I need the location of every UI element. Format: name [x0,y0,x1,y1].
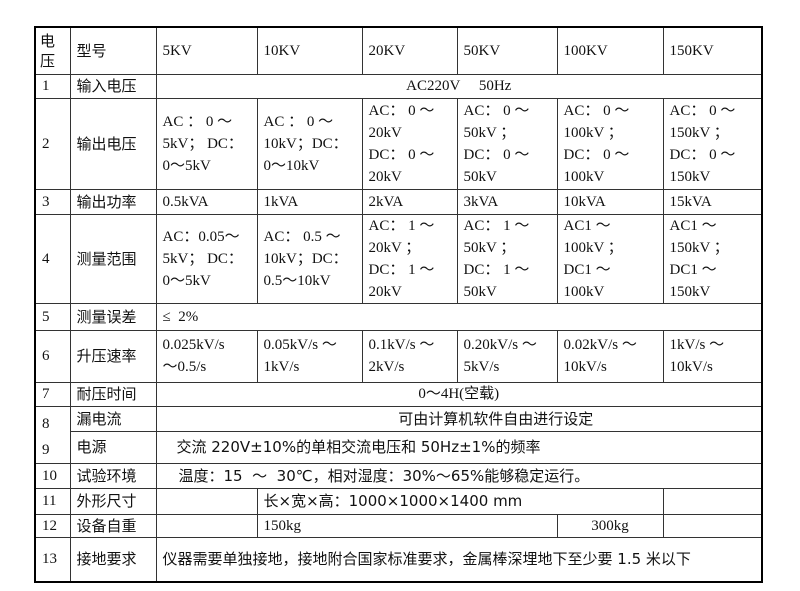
row-number: 8 [42,415,50,432]
row-label: 试验环境 [69,462,157,489]
row-label: 外形尺寸 [69,487,157,515]
row-number: 5 [34,302,71,331]
cell: 0.1kV/s ～ 2kV/s [361,329,458,383]
row-number: 7 [34,381,71,407]
header-model-10kv: 10KV [256,26,363,75]
row-label: 漏电流 [69,405,157,432]
row-label: 电源 [69,430,157,464]
table-row: 11 外形尺寸 长×宽×高：1000×1000×1400 mm [34,487,763,515]
table-row: 12 设备自重 150kg 300kg [34,513,763,538]
header-model-5kv: 5KV [155,26,258,75]
cell: AC： 0 ～ 50kV ； DC： 0 ～ 50kV [456,97,558,190]
table-row: 4 测量范围 AC：0.05～ 5kV； DC： 0～5kV AC： 0.5 ～… [34,213,763,304]
cell: 15kVA [662,188,763,215]
leakage-current-value: 可由计算机软件自由进行设定 [155,405,763,432]
cell: 1kV/s ～ 10kV/s [662,329,763,383]
cell: AC ： 0 ～ 10kV；DC： 0～10kV [256,97,363,190]
empty-cell [155,513,258,538]
table-row: 13 接地要求 仪器需要单独接地，接地附合国家标准要求，金属棒深埋地下至少要 1… [34,536,763,583]
cell: AC：0.05～ 5kV； DC： 0～5kV [155,213,258,304]
row-number: 4 [34,213,71,304]
table-row: 电源 交流 220V±10%的单相交流电压和 50Hz±1%的频率 [35,430,763,464]
cell: AC： 0.5 ～ 10kV；DC： 0.5～10kV [256,213,363,304]
table-row: 1 输入电压 AC220V 50Hz [34,73,763,99]
cell: 0.5kVA [155,188,258,215]
table-row: 2 输出电压 AC ： 0 ～ 5kV； DC： 0～5kV AC ： 0 ～ … [34,97,763,190]
input-voltage-value: AC220V 50Hz [155,73,763,99]
row-label: 测量范围 [69,213,157,304]
grounding-value: 仪器需要单独接地，接地附合国家标准要求，金属棒深埋地下至少要 1.5 米以下 [155,536,763,583]
row-number: 11 [34,487,71,515]
row-label: 测量误差 [69,302,157,331]
table-row: 5 测量误差 ≤ 2% [34,302,763,331]
cell: 1kVA [256,188,363,215]
header-model-50kv: 50KV [456,26,558,75]
header-model: 型号 [69,26,157,75]
measurement-error-value: ≤ 2% [155,302,763,331]
row-number: 1 [34,73,71,99]
row-number: 3 [34,188,71,215]
empty-cell [155,487,258,515]
header-model-20kv: 20KV [361,26,458,75]
table-row: 10 试验环境 温度：15 ～ 30℃，相对湿度：30%～65%能够稳定运行。 [34,462,763,489]
cell: AC ： 0 ～ 5kV； DC： 0～5kV [155,97,258,190]
cell: 0.025kV/s ～0.5/s [155,329,258,383]
cell: 2kVA [361,188,458,215]
cell: AC： 0 ～ 150kV ； DC： 0 ～ 150kV [662,97,763,190]
cell: 0.20kV/s ～ 5kV/s [456,329,558,383]
empty-cell [662,513,763,538]
cell: AC1 ～ 100kV ； DC1 ～ 100kV [556,213,664,304]
row-label: 接地要求 [69,536,157,583]
row-number: 12 [34,513,71,538]
weight-value-b: 300kg [556,513,664,538]
cell: 0.02kV/s ～ 10kV/s [556,329,664,383]
cell: AC： 0 ～ 20kV DC： 0 ～ 20kV [361,97,458,190]
row-number: 13 [34,536,71,583]
row-label: 升压速率 [69,329,157,383]
cell: AC： 0 ～ 100kV ； DC： 0 ～ 100kV [556,97,664,190]
cell: AC： 1 ～ 20kV ； DC： 1 ～ 20kV [361,213,458,304]
test-environment-value: 温度：15 ～ 30℃，相对湿度：30%～65%能够稳定运行。 [155,462,763,489]
row-label: 输出功率 [69,188,157,215]
spec-table: 电 压 型号 5KV 10KV 20KV 50KV 100KV 150KV 1 … [34,26,763,583]
header-model-100kv: 100KV [556,26,664,75]
row-label: 输入电压 [69,73,157,99]
row-number: 2 [34,97,71,190]
cell: 3kVA [456,188,558,215]
row-number: 9 [42,441,50,458]
table-row: 6 升压速率 0.025kV/s ～0.5/s 0.05kV/s ～ 1kV/s… [34,329,763,383]
power-supply-value: 交流 220V±10%的单相交流电压和 50Hz±1%的频率 [155,430,763,464]
cell: 10kVA [556,188,664,215]
table-row: 7 耐压时间 0～4H(空载) [34,381,763,407]
header-model-150kv: 150KV [662,26,763,75]
header-voltage: 电 压 [34,26,71,75]
row-number: 10 [34,462,71,489]
header-row: 电 压 型号 5KV 10KV 20KV 50KV 100KV 150KV [34,26,763,75]
cell: AC： 1 ～ 50kV ； DC： 1 ～ 50kV [456,213,558,304]
row-number: 6 [34,329,71,383]
row-label: 耐压时间 [69,381,157,407]
withstand-time-value: 0～4H(空载) [155,381,763,407]
dimensions-value: 长×宽×高：1000×1000×1400 mm [256,487,664,515]
cell: 0.05kV/s ～ 1kV/s [256,329,363,383]
empty-cell [662,487,763,515]
cell: AC1 ～ 150kV ； DC1 ～ 150kV [662,213,763,304]
row-label: 设备自重 [69,513,157,538]
weight-value-a: 150kg [256,513,558,538]
table-row: 3 输出功率 0.5kVA 1kVA 2kVA 3kVA 10kVA 15kVA [34,188,763,215]
row-label: 输出电压 [69,97,157,190]
